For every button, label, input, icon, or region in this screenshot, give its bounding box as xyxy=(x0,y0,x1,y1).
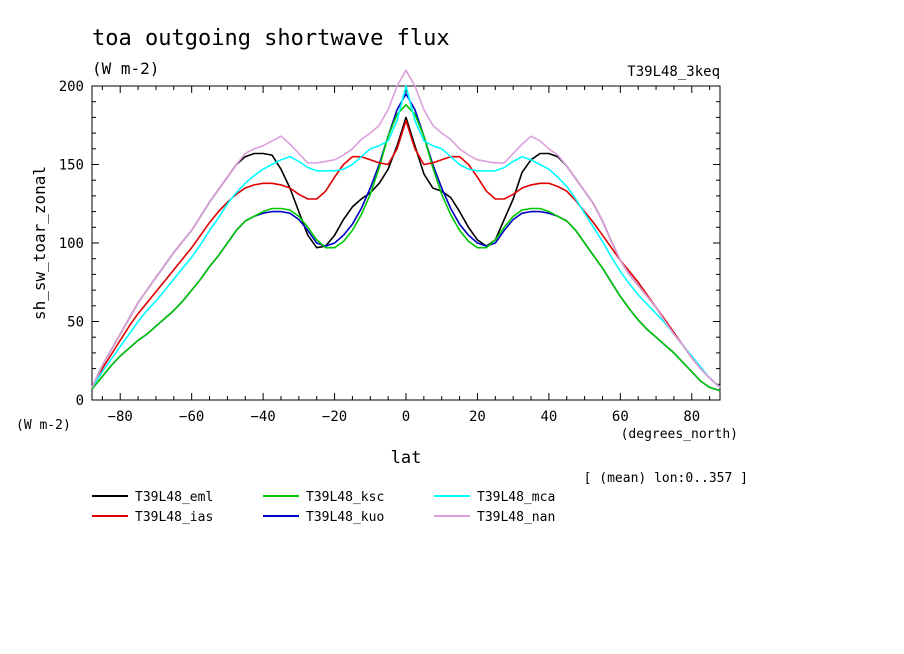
x-tick-label: −20 xyxy=(322,409,347,425)
series-line-t39l48-eml xyxy=(91,116,721,388)
x-tick-label: 20 xyxy=(469,409,486,425)
x-tick-label: −80 xyxy=(108,409,133,425)
legend-label: T39L48_ias xyxy=(135,510,213,525)
legend-label: T39L48_mca xyxy=(477,490,555,505)
legend-label: T39L48_nan xyxy=(477,510,555,525)
x-tick-label: 80 xyxy=(683,409,700,425)
series-line-t39l48-mca xyxy=(91,85,721,388)
y-tick-label: 150 xyxy=(59,158,84,174)
chart-subtitle: (W m-2) xyxy=(92,59,159,78)
x-axis-units: (degrees_north) xyxy=(621,427,738,442)
x-tick-label: 40 xyxy=(540,409,557,425)
chart-title: toa outgoing shortwave flux xyxy=(92,26,450,51)
y-tick-label: 200 xyxy=(59,79,84,95)
legend-label: T39L48_ksc xyxy=(306,490,384,505)
x-tick-label: 60 xyxy=(612,409,629,425)
legend-label: T39L48_kuo xyxy=(306,510,384,525)
x-tick-label: −60 xyxy=(179,409,204,425)
y-tick-label: 50 xyxy=(67,315,84,331)
series-line-t39l48-kuo xyxy=(91,93,721,392)
series-lines xyxy=(91,69,721,392)
axis-ticks: −80 −60 −40 −20 0 20 40 60 80 0 50 100 150 200 xyxy=(59,79,720,425)
series-line-t39l48-ias xyxy=(91,119,721,388)
x-tick-label: −40 xyxy=(250,409,275,425)
plot-frame xyxy=(91,85,721,401)
x-axis-label: lat xyxy=(391,448,422,468)
legend: T39L48_eml T39L48_ias T39L48_ksc T39L48_kuo… xyxy=(92,490,555,525)
y-tick-label: 100 xyxy=(59,236,84,252)
legend-label: T39L48_eml xyxy=(135,490,213,505)
x-tick-label: 0 xyxy=(402,409,410,425)
mean-note: [ (mean) lon:0..357 ] xyxy=(584,471,748,486)
y-axis-units: (W m-2) xyxy=(16,418,71,433)
y-tick-label: 0 xyxy=(76,393,84,409)
series-line-t39l48-ksc xyxy=(91,104,721,392)
series-line-t39l48-nan xyxy=(91,69,721,388)
y-axis-label: sh_sw_toar_zonal xyxy=(30,166,49,320)
run-label: T39L48_3keq xyxy=(627,64,720,80)
